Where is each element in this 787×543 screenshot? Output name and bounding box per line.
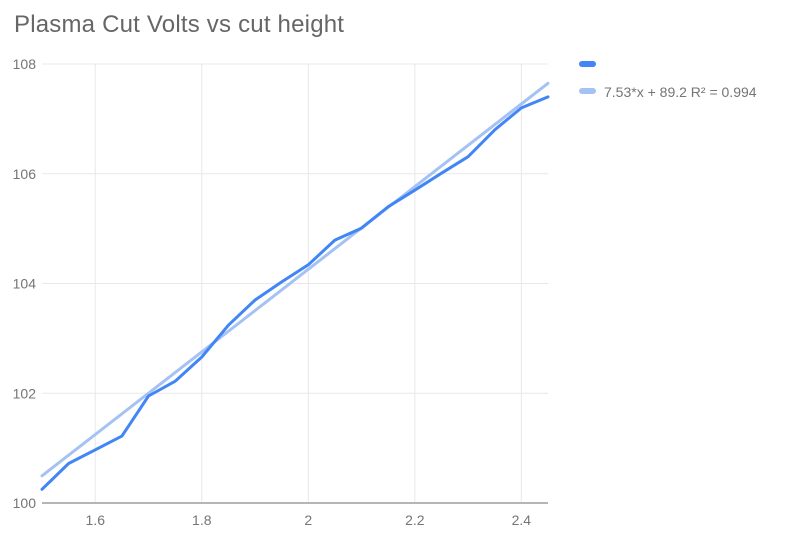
- y-tick-label: 102: [13, 385, 37, 401]
- legend-swatch: [579, 88, 596, 94]
- legend-item: [579, 61, 596, 67]
- y-tick-label: 104: [13, 276, 37, 292]
- x-tick-label: 2.4: [512, 512, 532, 528]
- chart-title: Plasma Cut Volts vs cut height: [14, 11, 345, 38]
- x-tick-label: 1.6: [86, 512, 106, 528]
- y-tick-label: 108: [13, 56, 37, 72]
- x-tick-label: 2.2: [405, 512, 425, 528]
- trendline: [40, 81, 550, 478]
- legend-label: 7.53*x + 89.2 R² = 0.994: [604, 84, 757, 100]
- y-tick-label: 100: [13, 495, 37, 511]
- legend-item: 7.53*x + 89.2 R² = 0.994: [579, 84, 757, 100]
- legend-swatch: [579, 61, 596, 67]
- y-tick-label: 106: [13, 166, 37, 182]
- x-tick-label: 2: [304, 512, 312, 528]
- x-tick-label: 1.8: [192, 512, 212, 528]
- data-series-line: [40, 95, 550, 491]
- legend: 7.53*x + 89.2 R² = 0.994: [579, 61, 757, 100]
